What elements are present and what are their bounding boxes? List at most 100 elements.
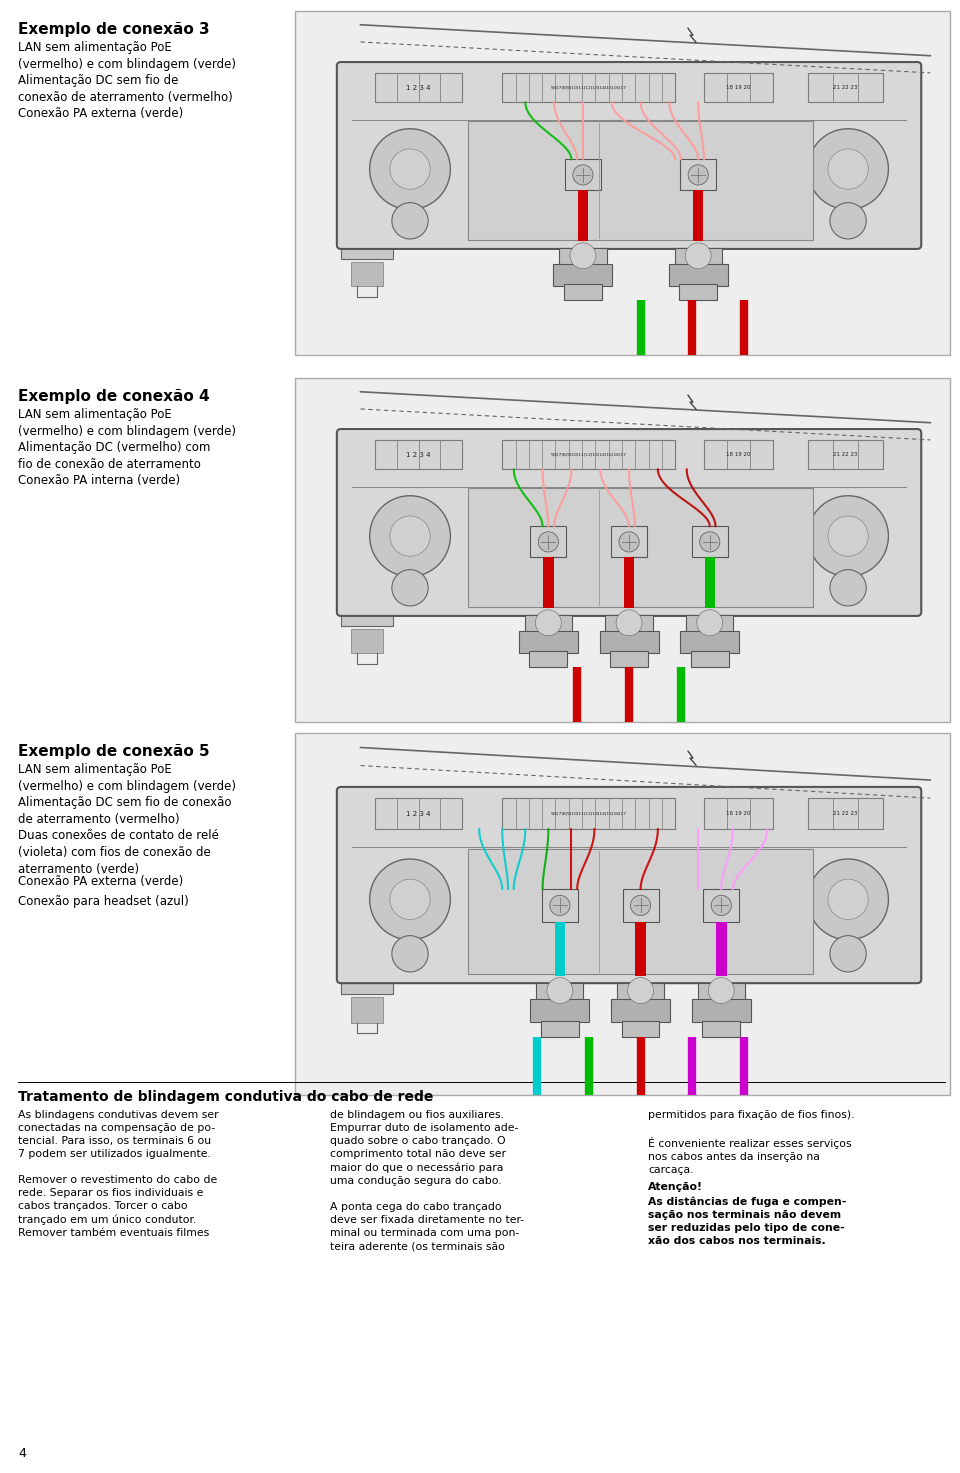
Bar (727, 440, 750, 470)
Bar (716, 922, 727, 975)
Bar (705, 557, 715, 608)
Circle shape (392, 203, 428, 239)
Bar (686, 616, 733, 633)
Bar (692, 999, 751, 1022)
Text: 5|6|7|8|9|10|11|12|13|14|15|16|17: 5|6|7|8|9|10|11|12|13|14|15|16|17 (551, 812, 627, 816)
Circle shape (830, 935, 866, 972)
Bar (807, 440, 882, 470)
Bar (518, 630, 578, 653)
Bar (502, 440, 516, 470)
Circle shape (370, 128, 450, 209)
Bar (857, 74, 882, 102)
Bar (419, 440, 441, 470)
Circle shape (390, 149, 430, 189)
Circle shape (573, 165, 593, 186)
Text: 1 2 3 4: 1 2 3 4 (406, 452, 431, 458)
Bar (556, 798, 568, 829)
Bar (623, 890, 659, 922)
Circle shape (616, 610, 642, 636)
Bar (704, 440, 727, 470)
Text: Alimentação DC sem fio de
conexão de aterramento (vermelho): Alimentação DC sem fio de conexão de ate… (18, 74, 232, 105)
Bar (530, 526, 566, 557)
Circle shape (619, 532, 639, 552)
Text: LAN sem alimentação PoE
(vermelho) e com blindagem (verde): LAN sem alimentação PoE (vermelho) e com… (18, 41, 236, 71)
Bar (612, 999, 670, 1022)
Bar (681, 159, 716, 190)
Text: Alimentação DC sem fio de conexão
de aterramento (vermelho): Alimentação DC sem fio de conexão de ate… (18, 795, 231, 826)
Circle shape (711, 896, 732, 916)
Bar (807, 74, 882, 102)
Bar (516, 440, 529, 470)
Bar (468, 121, 813, 240)
Bar (617, 982, 664, 1002)
Bar (704, 890, 739, 922)
Bar (502, 798, 675, 829)
Text: Tratamento de blindagem condutiva do cabo de rede: Tratamento de blindagem condutiva do cab… (18, 1090, 433, 1103)
Bar (609, 440, 622, 470)
Bar (516, 74, 529, 102)
Bar (636, 798, 649, 829)
FancyBboxPatch shape (337, 62, 922, 249)
Bar (649, 440, 661, 470)
Bar (704, 74, 773, 102)
Bar (397, 74, 419, 102)
Bar (675, 249, 722, 265)
Bar (832, 798, 857, 829)
Bar (649, 798, 661, 829)
Text: Exemplo de conexão 4: Exemplo de conexão 4 (18, 389, 209, 404)
Bar (419, 74, 441, 102)
Circle shape (550, 896, 570, 916)
Bar (681, 630, 739, 653)
Bar (529, 74, 542, 102)
Bar (529, 798, 542, 829)
Bar (704, 74, 727, 102)
Bar (611, 651, 648, 667)
Bar (397, 798, 419, 829)
Bar (530, 651, 567, 667)
Bar (541, 1021, 579, 1037)
Bar (564, 284, 602, 299)
Circle shape (700, 532, 720, 552)
Bar (502, 74, 675, 102)
Bar (560, 249, 607, 265)
Text: 21 22 23: 21 22 23 (833, 812, 857, 816)
Bar (555, 922, 565, 975)
Bar (680, 284, 717, 299)
Bar (595, 74, 609, 102)
Text: Exemplo de conexão 5: Exemplo de conexão 5 (18, 744, 209, 759)
Bar (541, 890, 578, 922)
Circle shape (828, 516, 868, 557)
Bar (375, 798, 462, 829)
Bar (556, 440, 568, 470)
Bar (750, 440, 773, 470)
Bar (750, 798, 773, 829)
Bar (622, 798, 636, 829)
Bar (441, 74, 462, 102)
Bar (537, 982, 584, 1002)
Bar (375, 74, 462, 102)
Text: Duas conexões de contato de relé
(violeta) com fios de conexão de
aterramento (v: Duas conexões de contato de relé (violet… (18, 829, 219, 876)
Bar (542, 798, 556, 829)
Bar (857, 440, 882, 470)
Circle shape (828, 149, 868, 189)
Text: de blindagem ou fios auxiliares.
Empurrar duto de isolamento ade-
quado sobre o : de blindagem ou fios auxiliares. Empurra… (330, 1111, 524, 1251)
Text: 21 22 23: 21 22 23 (833, 452, 857, 457)
Bar (375, 74, 397, 102)
Bar (350, 629, 383, 653)
Bar (295, 734, 950, 1094)
Bar (832, 74, 857, 102)
Bar (622, 440, 636, 470)
Bar (502, 798, 516, 829)
Bar (727, 74, 750, 102)
Bar (636, 74, 649, 102)
Bar (350, 955, 383, 975)
Bar (595, 440, 609, 470)
Bar (554, 264, 612, 286)
Bar (609, 74, 622, 102)
Bar (807, 798, 882, 829)
Circle shape (390, 516, 430, 557)
Text: Conexão para headset (azul): Conexão para headset (azul) (18, 896, 189, 907)
Text: 5|6|7|8|9|10|11|12|13|14|15|16|17: 5|6|7|8|9|10|11|12|13|14|15|16|17 (551, 85, 627, 90)
Text: 1 2 3 4: 1 2 3 4 (406, 810, 431, 816)
Bar (611, 526, 647, 557)
